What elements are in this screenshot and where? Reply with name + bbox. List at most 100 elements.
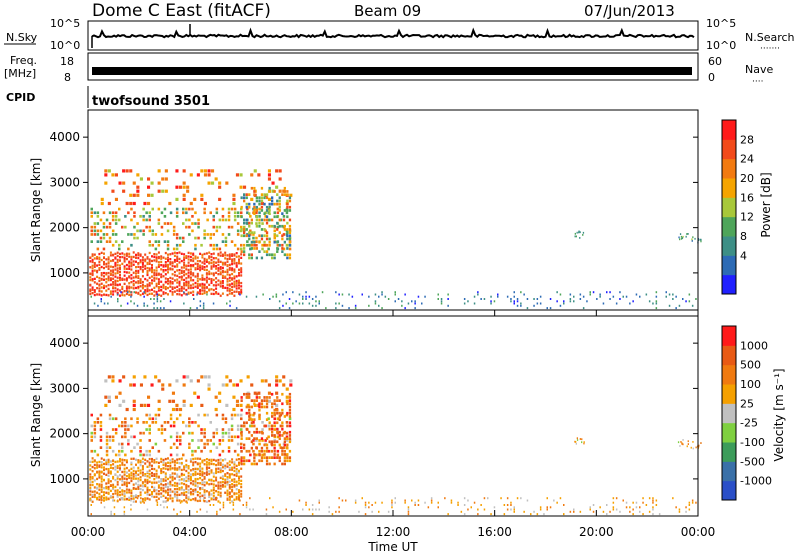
echo-cell (103, 252, 105, 255)
echo-cell (286, 193, 289, 196)
echo-cell (206, 439, 209, 442)
echo-cell (139, 459, 142, 462)
echo-cell (493, 300, 496, 303)
echo-cell (89, 256, 92, 259)
echo-cell (691, 240, 693, 242)
echo-cell (119, 289, 121, 292)
freq-unit-label: [MHz] (4, 67, 36, 80)
echo-cell (164, 485, 167, 488)
echo-cell (153, 294, 156, 297)
echo-cell (203, 435, 206, 439)
echo-cell (245, 405, 248, 409)
echo-cell (212, 218, 215, 222)
echo-cell (175, 379, 179, 383)
echo-cell (576, 439, 579, 441)
echo-cell (93, 269, 96, 272)
echo-cell (227, 215, 231, 218)
echo-cell (132, 263, 135, 266)
echo-cell (155, 290, 158, 294)
echo-cell (288, 421, 292, 425)
echo-cell (197, 439, 200, 442)
echo-cell (117, 293, 119, 296)
echo-cell (139, 281, 142, 284)
echo-cell (104, 395, 108, 399)
echo-cell (203, 463, 206, 466)
echo-cell (132, 466, 135, 469)
echo-cell (205, 268, 208, 272)
echo-cell (91, 483, 94, 487)
echo-cell (250, 256, 253, 260)
echo-cell (160, 288, 163, 292)
echo-cell (268, 237, 271, 241)
echo-cell (157, 169, 161, 173)
echo-cell (212, 458, 215, 462)
colorbar-segment (722, 274, 736, 295)
echo-cell (233, 473, 236, 477)
echo-cell (118, 218, 121, 222)
echo-cell (194, 247, 197, 251)
echo-cell (437, 298, 439, 300)
echo-cell (268, 421, 271, 425)
echo-cell (228, 466, 231, 470)
echo-cell (282, 375, 286, 379)
echo-cell (130, 261, 133, 264)
echo-cell (147, 395, 151, 399)
echo-cell (93, 253, 96, 256)
echo-cell (255, 199, 258, 203)
echo-cell (238, 268, 240, 271)
echo-cell (136, 222, 139, 225)
echo-cell (201, 470, 204, 473)
echo-cell (276, 435, 280, 439)
echo-cell (480, 298, 482, 300)
echo-cell (123, 492, 126, 495)
echo-cell (91, 273, 94, 277)
echo-cell (160, 480, 163, 483)
echo-cell (141, 485, 144, 488)
echo-cell (215, 431, 219, 435)
echo-cell (582, 231, 585, 234)
echo-cell (192, 461, 195, 464)
echo-cell (194, 461, 197, 464)
echo-cell (90, 431, 93, 435)
nsky-strip: N.Sky 10^5 10^0 10^5 10^0 N.Search ·····… (4, 17, 795, 54)
nsky-label: N.Sky (6, 31, 38, 44)
echo-cell (175, 417, 179, 421)
echo-cell (678, 508, 681, 511)
echo-cell (212, 215, 215, 218)
echo-cell (166, 222, 170, 225)
echo-cell (682, 298, 684, 300)
echo-cell (119, 457, 121, 461)
echo-cell (136, 304, 139, 307)
echo-cell (263, 193, 266, 196)
echo-cell (169, 300, 172, 303)
echo-cell (275, 295, 278, 298)
echo-cell (116, 279, 119, 283)
echo-cell (265, 215, 269, 219)
echo-cell (114, 465, 117, 468)
echo-cell (107, 302, 109, 305)
echo-cell (114, 284, 117, 287)
echo-cell (151, 207, 154, 211)
echo-cell (207, 169, 211, 173)
echo-cell (169, 467, 172, 470)
echo-cell (192, 498, 195, 501)
echo-cell (200, 449, 203, 453)
echo-cell (185, 218, 188, 222)
echo-cell (286, 459, 289, 463)
echo-cell (268, 396, 271, 399)
echo-cell (148, 428, 151, 431)
echo-cell (276, 225, 280, 229)
echo-cell (114, 173, 118, 177)
freq-label: Freq. (10, 54, 37, 67)
echo-cell (180, 259, 183, 263)
echo-cell (253, 456, 256, 459)
echo-cell (263, 218, 266, 222)
echo-cell (273, 202, 276, 206)
echo-cell (178, 272, 181, 275)
echo-cell (217, 490, 220, 494)
echo-cell (467, 508, 469, 511)
echo-cell (258, 417, 261, 421)
echo-cell (394, 497, 396, 500)
echo-cell (576, 231, 578, 234)
echo-cell (219, 495, 222, 498)
